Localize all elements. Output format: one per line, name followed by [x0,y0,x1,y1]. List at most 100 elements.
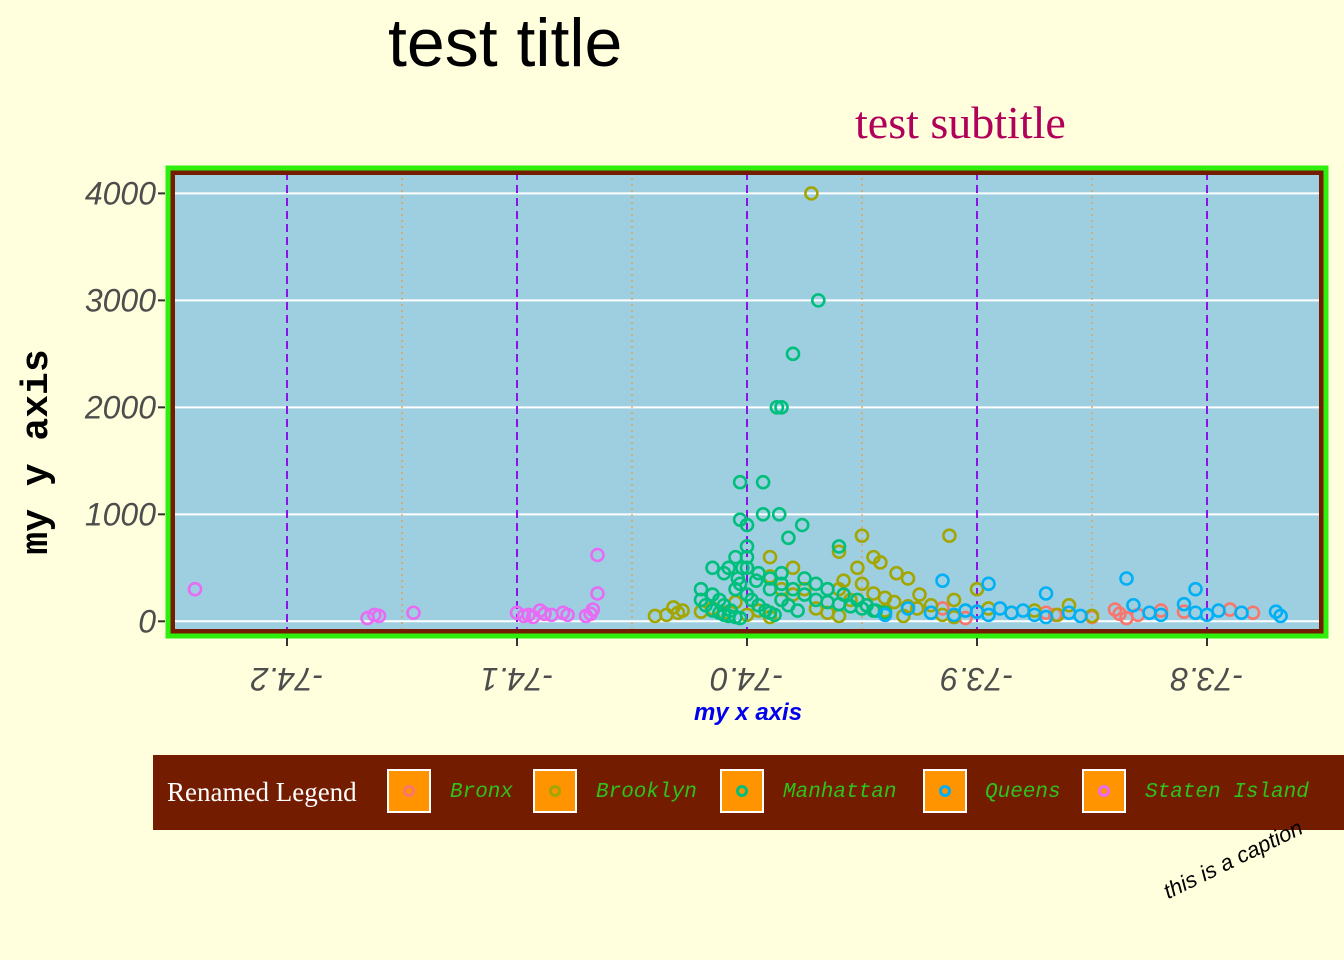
point-manhattan [755,474,771,490]
x-tick-label: -73.9 [940,661,1013,697]
axes: 0 1000 2000 3000 4000 -74.2 -74.1 -74.0 -73.9 -73… [16,175,1243,726]
legend-key-queens [923,769,967,813]
chart-subtitle: test subtitle [855,97,1066,148]
point-manhattan [774,565,789,581]
point-manhattan [810,293,826,308]
point-brooklyn [1061,597,1077,613]
point-manhattan [794,517,810,533]
point-queens [1268,604,1284,619]
legend-key-manhattan [720,769,764,813]
point-manhattan [797,571,812,586]
data-points [187,186,1288,626]
point-staten-island [590,547,605,563]
point-manhattan [831,539,847,554]
point-queens [1038,609,1054,625]
point-manhattan [808,576,824,592]
point-queens [877,607,893,623]
point-queens [1188,581,1203,597]
point-manhattan [705,560,720,576]
point-manhattan [751,565,766,581]
point-brooklyn [854,528,870,544]
point-manhattan [730,571,746,586]
legend: Renamed Legend Bronx Brooklyn Manhattan … [153,755,1344,830]
point-manhattan [771,507,787,522]
point-manhattan [781,530,796,546]
point-queens [946,607,962,623]
legend-label-brooklyn: Brooklyn [596,781,697,804]
point-brooklyn [912,587,927,602]
y-tick-label: 3000 [85,282,156,318]
point-queens [1153,607,1169,623]
point-manhattan [767,607,782,623]
point-manhattan [739,560,755,576]
point-queens [1038,586,1054,601]
legend-title: Renamed Legend [167,777,357,807]
point-staten-island [560,607,575,623]
point-queens [1073,608,1088,624]
point-staten-island [371,608,387,624]
panel-outer-border [165,165,1329,639]
point-brooklyn [850,560,865,576]
point-manhattan [739,539,755,554]
point-brooklyn [889,565,904,581]
y-tick-label: 0 [138,603,156,639]
point-queens [900,601,916,616]
point-manhattan [732,610,748,626]
point-brooklyn [836,573,851,588]
panel-border [165,165,1329,639]
point-manhattan [790,603,805,618]
point-manhattan [762,581,778,597]
point-brooklyn [946,592,962,608]
point-manhattan [716,565,732,581]
point-brooklyn [900,571,916,586]
legend-key-brooklyn [533,769,577,813]
point-queens [923,605,939,621]
point-staten-island [537,606,552,622]
y-tick-label: 2000 [84,389,156,425]
point-staten-island [590,586,605,601]
point-brooklyn [909,601,925,616]
point-brooklyn [942,528,957,544]
panel-inner-border [169,169,1325,635]
point-brooklyn [831,544,847,560]
x-tick-label: -73.8 [1170,661,1243,697]
legend-label-staten-island: Staten Island [1145,781,1309,804]
point-brooklyn [804,186,819,201]
point-brooklyn [854,576,870,592]
chart-title: test title [388,5,623,81]
point-brooklyn [675,603,690,618]
point-manhattan [774,576,789,592]
point-brooklyn [886,594,902,610]
point-queens [1176,596,1192,612]
point-manhattan [836,587,851,602]
point-manhattan [785,581,801,597]
point-queens [935,573,950,588]
point-brooklyn [762,549,778,565]
x-tick-label: -74.0 [710,661,783,697]
legend-key-bronx [387,769,431,813]
legend-key-staten-island [1082,769,1126,813]
point-brooklyn [923,597,939,613]
point-manhattan [769,400,785,415]
point-queens [1211,603,1226,618]
point-manhattan [774,400,789,415]
point-staten-island [406,605,421,621]
point-queens [1119,571,1134,586]
y-tick-label: 1000 [85,496,156,532]
legend-label-queens: Queens [985,781,1061,804]
point-staten-island [187,581,203,597]
y-tick-label: 4000 [85,175,156,211]
point-manhattan [693,581,709,597]
point-manhattan [762,571,778,586]
point-brooklyn [647,608,663,624]
point-manhattan [732,474,748,490]
point-queens [1234,605,1249,621]
x-tick-label: -74.1 [481,661,554,697]
point-manhattan [748,573,764,588]
legend-label-bronx: Bronx [450,781,514,804]
point-queens [1126,597,1141,613]
x-tick-label: -74.2 [250,661,323,697]
legend-label-manhattan: Manhattan [783,781,897,804]
point-queens [981,576,996,592]
